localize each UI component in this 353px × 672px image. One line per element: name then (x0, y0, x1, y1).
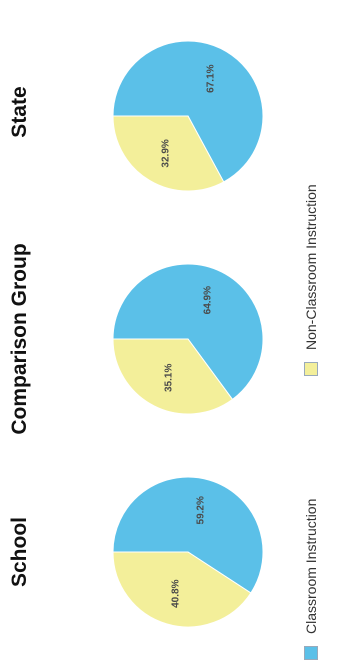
slice-label-school-classroom: 59.2% (195, 496, 206, 524)
slice-label-comparison-group-classroom: 64.9% (203, 286, 214, 314)
slice-label-school-non-classroom: 40.8% (171, 579, 182, 607)
slice-label-state-non-classroom: 32.9% (161, 139, 172, 167)
slice-label-comparison-group-non-classroom: 35.1% (163, 364, 174, 392)
legend-item-classroom: Classroom Instruction (303, 499, 319, 660)
legend-item-non-classroom: Non-Classroom Instruction (303, 184, 319, 376)
pie-slice-comparison-group-non-classroom (112, 338, 234, 415)
pie-slice-school-non-classroom (112, 551, 252, 628)
legend-swatch-classroom (304, 646, 318, 660)
pie-slice-state-non-classroom (112, 115, 225, 192)
pie-slice-state-classroom (112, 40, 264, 183)
legend-swatch-non-classroom (304, 362, 318, 376)
pie-slice-comparison-group-classroom (112, 263, 264, 401)
legend-label-non-classroom: Non-Classroom Instruction (303, 184, 319, 350)
slice-label-state-classroom: 67.1% (205, 64, 216, 92)
legend-label-classroom: Classroom Instruction (303, 498, 319, 634)
pie-slice-school-classroom (112, 476, 264, 594)
